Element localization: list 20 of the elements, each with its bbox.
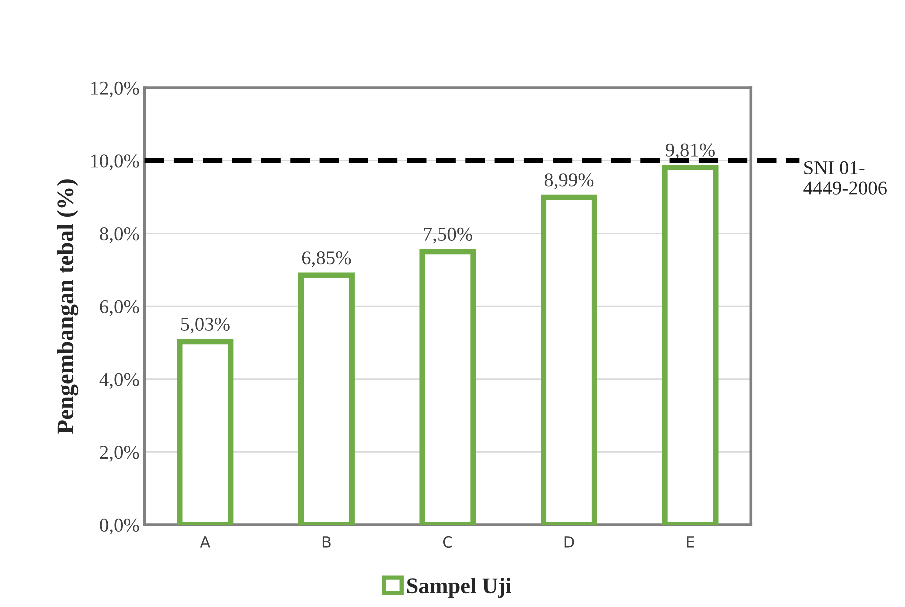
y-tick-label: 8,0% <box>100 228 140 244</box>
legend-label: Sampel Uji <box>407 578 512 598</box>
data-label: 8,99% <box>544 174 594 190</box>
x-tick-label: C <box>444 536 452 548</box>
data-label: 5,03% <box>181 318 230 334</box>
ref-line-label: SNI 01- 4449-2006 <box>804 161 887 195</box>
y-tick-label: 10,0% <box>91 154 140 171</box>
y-tick-label: 6,0% <box>100 300 140 316</box>
x-tick-label: E <box>687 536 694 548</box>
x-tick-label: B <box>322 536 331 548</box>
y-axis-title: Pengembangan tebal (%) <box>57 180 79 434</box>
x-tick-label: D <box>564 536 574 548</box>
y-tick-label: 12,0% <box>91 82 140 98</box>
y-tick-label: 2,0% <box>100 446 140 462</box>
y-tick-label: 4,0% <box>100 373 140 390</box>
data-label: 6,85% <box>302 252 352 268</box>
data-label: 9,81% <box>666 144 715 160</box>
data-label: 7,50% <box>424 228 472 244</box>
y-tick-label: 0,0% <box>100 518 140 535</box>
x-tick-label: A <box>200 536 211 548</box>
